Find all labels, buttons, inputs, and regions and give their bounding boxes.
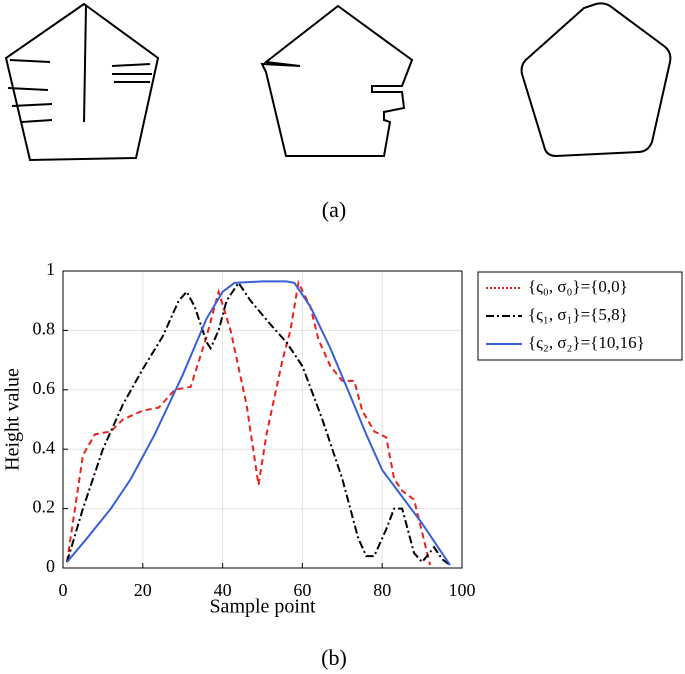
y-tick-label: 0.6 — [33, 378, 56, 398]
legend-box — [477, 271, 683, 361]
x-tick-label: 60 — [293, 580, 311, 600]
y-tick-label: 0.8 — [33, 319, 56, 339]
legend-label: {ς₁, σ₁}={5,8} — [528, 305, 628, 324]
noisy-pentagon — [4, 2, 160, 162]
series-line — [66, 280, 451, 566]
y-tick-label: 0.4 — [33, 437, 56, 457]
x-tick-label: 100 — [449, 580, 476, 600]
y-tick-label: 1 — [46, 259, 55, 279]
x-axis-label: Sample point — [209, 596, 316, 618]
x-tick-label: 80 — [373, 580, 391, 600]
caption-b: (b) — [321, 645, 347, 670]
plot-frame — [62, 270, 463, 569]
legend-label: {ς₂, σ₂}={10,16} — [528, 333, 645, 352]
y-tick-label: 0 — [46, 556, 55, 576]
caption-a: (a) — [322, 197, 346, 222]
x-tick-label: 0 — [59, 580, 68, 600]
smooth-pentagon — [520, 2, 672, 158]
notched-pentagon — [260, 4, 414, 157]
x-tick-label: 40 — [214, 580, 232, 600]
shape-panel-a — [4, 2, 672, 162]
y-axis-label: Height value — [2, 368, 24, 471]
y-tick-label: 0.2 — [33, 497, 56, 517]
legend-label: {ς₀, σ₀}={0,0} — [528, 277, 628, 296]
series-line — [66, 279, 432, 566]
x-tick-label: 20 — [134, 580, 152, 600]
line-chart: 0 20 40 60 80 100 0 0.2 0.4 0.6 0.8 1 Sample point He… — [2, 259, 683, 618]
series-line — [66, 281, 451, 566]
